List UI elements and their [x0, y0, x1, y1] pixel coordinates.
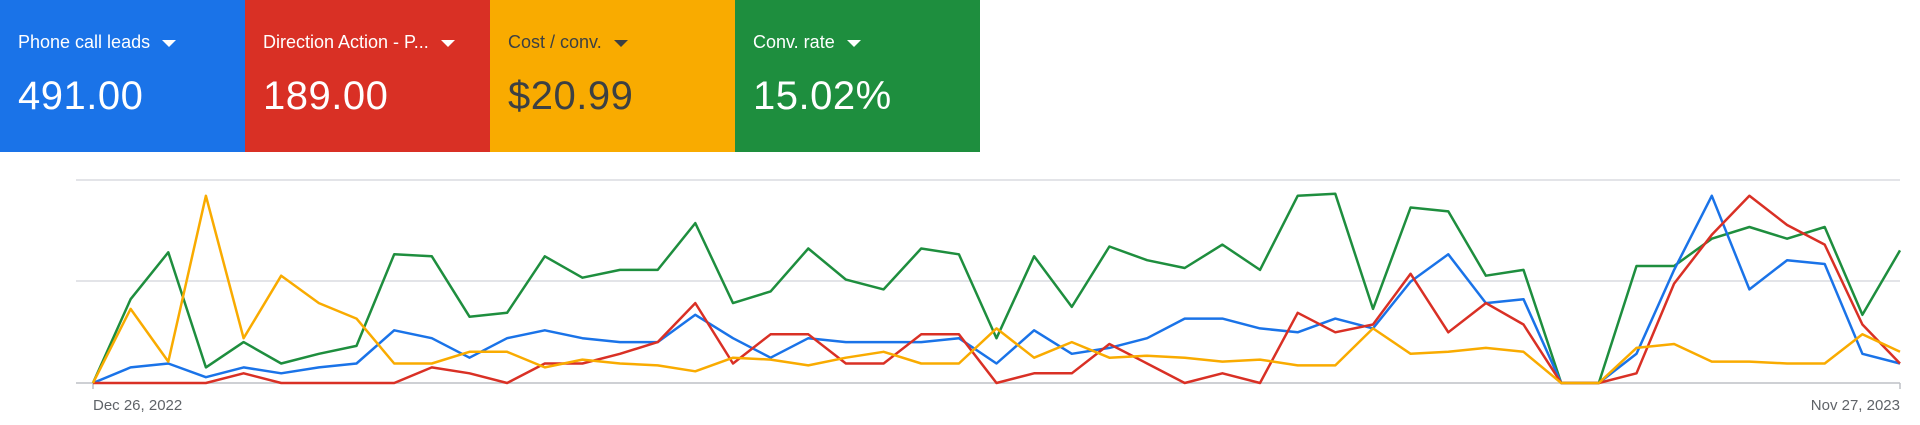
line-chart: Dec 26, 2022 Nov 27, 2023 [76, 179, 1902, 414]
metric-label: Phone call leads [18, 32, 151, 52]
metric-value: 491.00 [18, 74, 144, 118]
dropdown-caret-icon[interactable] [613, 39, 628, 47]
metric-label: Conv. rate [753, 32, 835, 52]
metric-value: 189.00 [263, 74, 389, 118]
metric-selector[interactable]: Conv. rate [753, 30, 962, 54]
metric-label: Direction Action - P... [263, 32, 429, 52]
dropdown-caret-icon[interactable] [846, 39, 861, 47]
metric-value: 15.02% [753, 74, 892, 118]
metric-cards: Phone call leads 491.00 Direction Action -… [0, 0, 980, 152]
metric-card-cost-per-conversion[interactable]: Cost / conv. $20.99 [490, 0, 735, 152]
metric-card-conversion-rate[interactable]: Conv. rate 15.02% [735, 0, 980, 152]
metric-card-direction-action[interactable]: Direction Action - P... 189.00 [245, 0, 490, 152]
performance-chart: Dec 26, 2022 Nov 27, 2023 [0, 152, 1920, 425]
dropdown-caret-icon[interactable] [440, 39, 455, 47]
metric-card-phone-call-leads[interactable]: Phone call leads 491.00 [0, 0, 245, 152]
dropdown-caret-icon[interactable] [162, 39, 177, 47]
x-axis-start-label: Dec 26, 2022 [93, 397, 182, 414]
series-line-3[interactable] [91, 194, 1901, 385]
metric-selector[interactable]: Direction Action - P... [263, 30, 472, 54]
metric-label: Cost / conv. [508, 32, 602, 52]
x-axis-end-label: Nov 27, 2023 [1811, 397, 1900, 414]
metric-selector[interactable]: Phone call leads [18, 30, 227, 54]
metric-value: $20.99 [508, 74, 634, 118]
metric-selector[interactable]: Cost / conv. [508, 30, 717, 54]
